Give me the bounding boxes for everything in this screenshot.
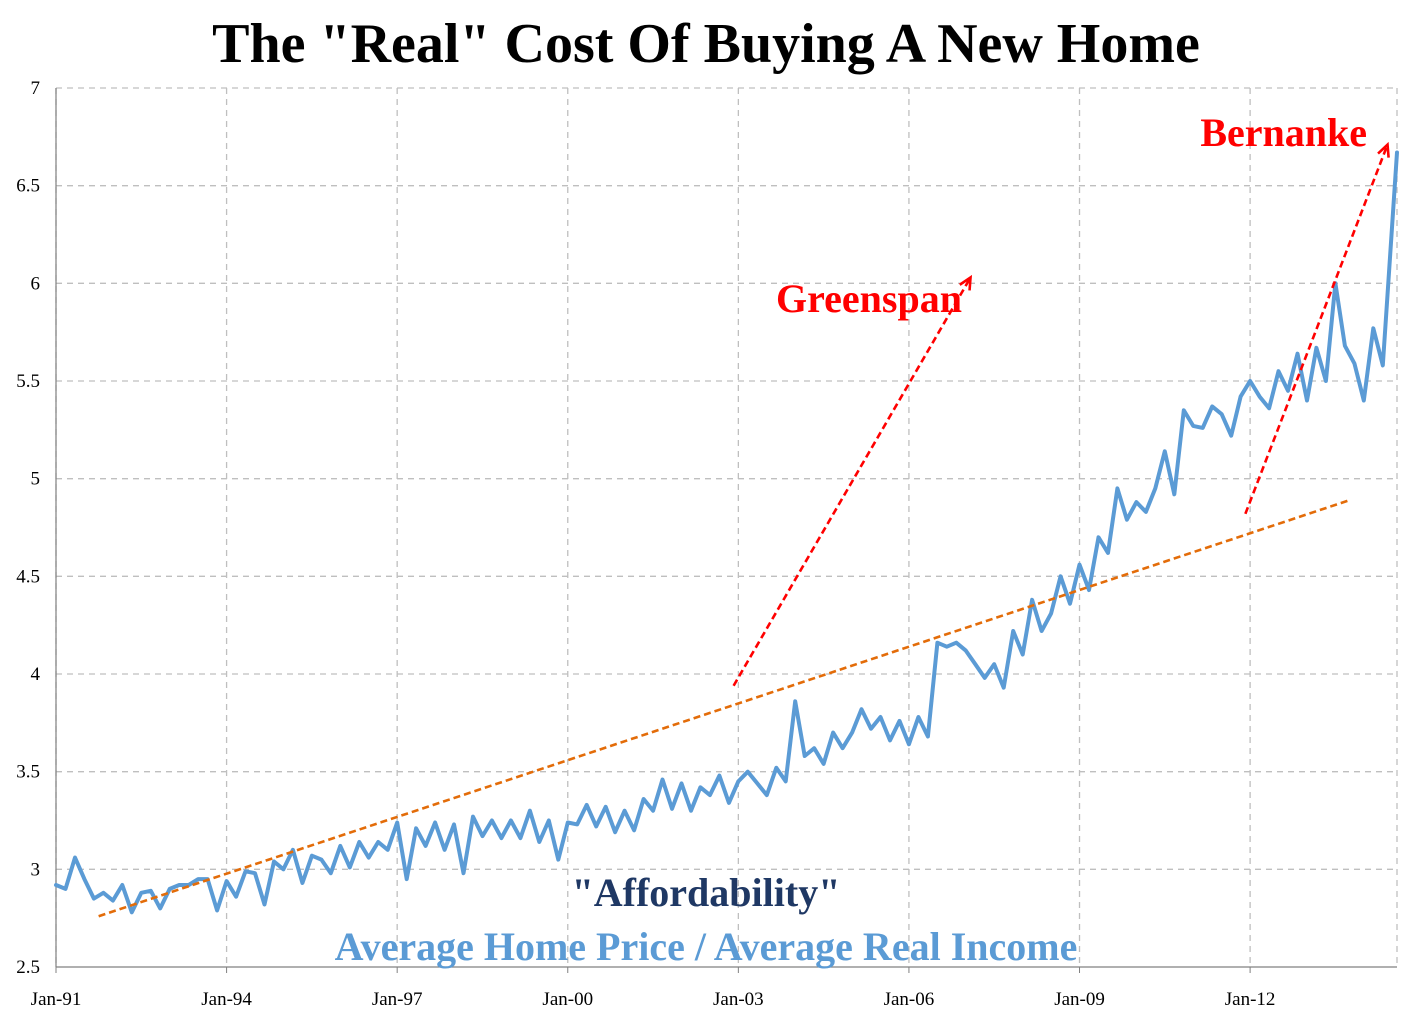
annotation-label: Bernanke xyxy=(1200,110,1367,155)
x-tick-label: Jan-12 xyxy=(1225,989,1276,1010)
y-tick-label: 3 xyxy=(31,859,41,880)
x-tick-label: Jan-06 xyxy=(884,989,935,1010)
affordability-series-line xyxy=(54,150,1399,915)
y-tick-label: 4 xyxy=(31,664,41,685)
axes: Jan-91 Jan-94 Jan-97 Jan-00 Jan-03 Jan-06 Jan-… xyxy=(16,78,1397,1010)
chart-title: The "Real" Cost Of Buying A New Home xyxy=(212,13,1200,75)
trend-line xyxy=(98,498,1351,918)
trend-lines xyxy=(98,498,1351,918)
x-tick-label: Jan-03 xyxy=(713,989,764,1010)
gridlines xyxy=(55,87,1398,967)
y-tick-label: 5.5 xyxy=(16,371,40,392)
x-tick-label: Jan-09 xyxy=(1054,989,1105,1010)
y-tick-label: 2.5 xyxy=(16,957,40,978)
annotation-arrow xyxy=(732,276,972,687)
annotation-label: Greenspan xyxy=(776,276,962,321)
annotation-arrowhead xyxy=(1377,141,1390,158)
annotation-arrow xyxy=(1244,144,1389,515)
x-tick-label: Jan-97 xyxy=(372,989,423,1010)
annotations: Greenspan Bernanke xyxy=(732,110,1390,687)
x-tick-label: Jan-00 xyxy=(542,989,593,1010)
y-tick-label: 4.5 xyxy=(16,566,40,587)
y-tick-label: 3.5 xyxy=(16,762,40,783)
ratio-caption: Average Home Price / Average Real Income xyxy=(335,924,1078,969)
x-tick-label: Jan-94 xyxy=(201,989,252,1010)
y-tick-label: 6 xyxy=(31,273,41,294)
y-tick-label: 7 xyxy=(31,78,41,99)
series-layer xyxy=(54,150,1399,915)
y-tick-label: 5 xyxy=(31,469,41,490)
x-tick-label: Jan-91 xyxy=(31,989,82,1010)
annotation-arrowhead xyxy=(959,274,973,291)
affordability-caption: "Affordability" xyxy=(572,870,841,915)
y-tick-label: 6.5 xyxy=(16,176,40,197)
